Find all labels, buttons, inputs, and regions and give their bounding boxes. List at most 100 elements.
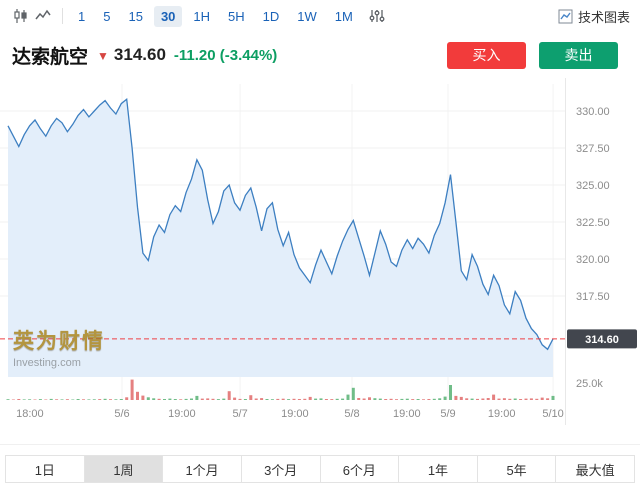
volume-bar [195,395,199,400]
range-tab-1年[interactable]: 1年 [399,456,478,482]
volume-bar [303,398,307,400]
volume-bar [308,396,312,400]
volume-bar [346,394,350,400]
volume-bar [168,398,172,400]
volume-bar [38,399,42,400]
chart-region: 330.00 327.50 325.00 322.50 320.00 317.50 25.0… [0,78,640,425]
price-line [7,97,554,351]
volume-bar [87,399,91,400]
volume-bar [384,399,388,400]
volume-bar [249,395,253,400]
timeframe-group: 1 5 15 30 1H 5H 1D 1W 1M [71,5,360,27]
y-axis-label: 327.50 [576,143,610,155]
volume-bar [335,398,339,400]
volume-bar [357,398,361,400]
volume-bar [422,399,425,400]
volume-bar [270,399,274,400]
volume-bar [411,399,415,400]
volume-bar [22,399,26,400]
timeframe-button-1H[interactable]: 1H [193,8,211,24]
x-axis-label: 5/8 [344,408,359,420]
volume-bar [292,398,296,400]
range-tab-5年[interactable]: 5年 [477,456,557,482]
range-tab-1个月[interactable]: 1个月 [163,456,242,482]
candlestick-chart-icon[interactable] [10,5,32,27]
timeframe-button-5H[interactable]: 5H [228,8,245,24]
quote-row: 达索航空 ▼ 314.60 -11.20 (-3.44%) 买入 卖出 [0,36,640,74]
timeframe-button-1[interactable]: 1 [78,8,86,24]
chart-toolbar: 1 5 15 30 1H 5H 1D 1W 1M 技术图表 [0,0,640,32]
volume-bar [373,398,377,400]
volume-bar [49,398,53,400]
range-tab-3个月[interactable]: 3个月 [241,456,321,482]
volume-bar [173,399,177,400]
volume-bar [297,399,301,400]
timeframe-button-1W[interactable]: 1W [297,8,317,24]
toolbar-divider [62,8,63,24]
volume-bar [319,398,323,400]
price-chart[interactable]: 330.00 327.50 325.00 322.50 320.00 317.50 25.0… [0,78,640,425]
last-price-tag-label: 314.60 [585,334,619,346]
volume-bar [459,396,463,400]
volume-bar [546,398,550,400]
volume-bar [535,398,539,400]
volume-bar [330,399,334,400]
timeframe-button-1M[interactable]: 1M [334,8,353,24]
volume-bar [524,398,528,400]
tech-chart-label: 技术图表 [577,9,630,25]
volume-bar [416,399,420,400]
volume-bar [11,399,15,400]
volume-bar [400,398,404,400]
timeframe-button-5[interactable]: 5 [103,8,111,24]
volume-bar [92,399,96,400]
volume-bar [254,398,258,400]
volume-bar [502,398,506,400]
volume-bar [28,399,32,400]
volume-bar [492,394,496,400]
volume-bar [476,398,479,400]
timeframe-button-15[interactable]: 15 [128,8,143,24]
volume-bar [486,398,490,400]
volume-bar [82,399,85,400]
volume-bar [470,398,474,400]
volume-bar [341,398,345,400]
stock-name: 达索航空 [12,46,89,68]
x-axis-label: 5/7 [232,408,247,420]
volume-bar [98,399,102,400]
volume-bar [281,398,285,400]
volume-bar [362,398,366,400]
volume-bar [449,385,452,400]
volume-bar [55,399,59,400]
volume-bar [17,399,21,400]
x-axis-label: 19:00 [168,408,196,420]
volume-bar [443,396,447,400]
trade-buttons: 买入 卖出 [447,41,618,69]
line-chart-icon[interactable] [32,5,54,27]
volume-bar [211,398,215,400]
tech-chart-link[interactable]: 技术图表 [558,7,630,26]
indicators-icon[interactable] [366,5,388,27]
volume-bar [314,398,318,400]
range-tab-6个月[interactable]: 6个月 [320,456,400,482]
sell-button[interactable]: 卖出 [539,41,618,69]
current-price: 314.60 [113,45,166,64]
volume-bar [33,399,37,400]
volume-bar [454,395,458,400]
range-tab-最大值[interactable]: 最大值 [556,456,634,482]
buy-button[interactable]: 买入 [447,41,526,69]
timeframe-button-1D[interactable]: 1D [262,8,280,24]
volume-bar [216,399,220,400]
x-axis-label: 5/6 [114,408,129,420]
volume-bar [427,399,431,400]
volume-bar [141,395,145,400]
volume-bar [130,379,134,400]
volume-bar [438,398,442,400]
range-tab-1日[interactable]: 1日 [6,456,85,482]
volume-bar [206,398,210,400]
range-tab-1周[interactable]: 1周 [84,456,164,482]
volume-bar [405,398,409,400]
timeframe-button-30[interactable]: 30 [153,5,183,27]
price-down-arrow-icon: ▼ [97,49,109,63]
volume-bar [152,398,156,400]
